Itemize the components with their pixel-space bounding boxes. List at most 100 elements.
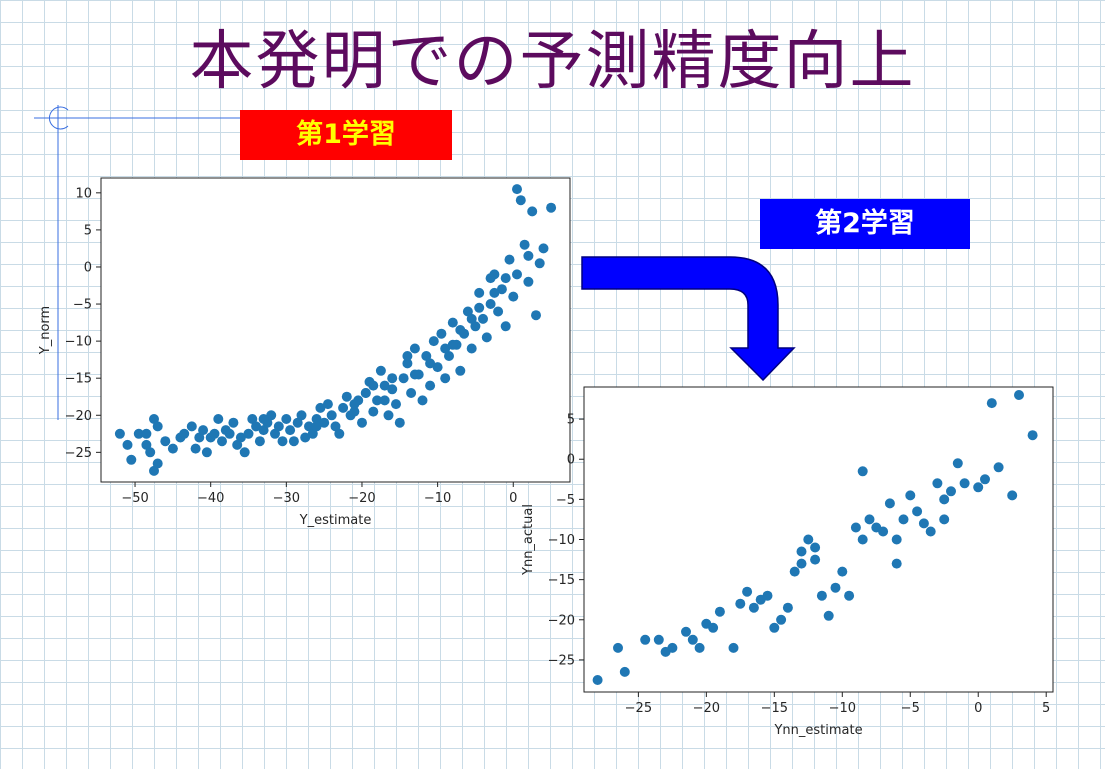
c1-data-point <box>474 302 485 313</box>
c1-data-point <box>387 373 398 384</box>
c1-data-point <box>292 417 303 428</box>
c1-data-point <box>519 239 530 250</box>
c1-y-axis-label: Y_norm <box>38 306 53 355</box>
c1-data-point <box>304 421 314 432</box>
c1-data-point <box>133 428 144 439</box>
c1-data-point <box>496 284 507 295</box>
c2-data-point <box>728 642 739 653</box>
c2-data-point <box>864 514 875 525</box>
c2-data-point <box>1007 490 1018 501</box>
c2-data-point <box>1014 390 1024 400</box>
c1-data-point <box>190 443 201 454</box>
c1-data-point <box>330 421 341 432</box>
c1-data-point <box>357 417 367 428</box>
c1-data-point <box>527 206 538 217</box>
c1-data-point <box>201 447 212 458</box>
c1-data-point <box>149 465 159 476</box>
c1-data-point <box>243 428 254 439</box>
c1-data-point <box>538 243 549 254</box>
c1-data-point <box>531 310 541 321</box>
c1-y-tick-label: −10 <box>65 335 92 350</box>
c2-data-point <box>918 518 929 529</box>
c2-data-point <box>769 622 780 633</box>
c1-data-point <box>122 439 133 450</box>
c2-y-tick-label: −20 <box>548 613 575 628</box>
c1-y-tick-label: −20 <box>65 409 92 424</box>
c2-data-point <box>687 634 698 645</box>
c2-data-point <box>925 526 936 537</box>
c1-data-point <box>428 336 439 347</box>
c1-data-point <box>277 436 288 447</box>
c2-data-point <box>932 478 943 489</box>
c1-data-point <box>152 458 163 469</box>
c1-data-point <box>322 399 333 410</box>
c2-x-tick-label: −20 <box>693 701 720 716</box>
c1-data-point <box>466 343 477 354</box>
c1-data-point <box>504 254 515 265</box>
c1-data-point <box>186 421 197 432</box>
c2-x-tick-label: −15 <box>761 701 788 716</box>
c1-data-point <box>455 365 466 376</box>
c1-data-point <box>319 417 330 428</box>
c1-data-point <box>455 325 466 335</box>
c1-data-point <box>440 343 451 354</box>
c1-data-point <box>228 417 239 428</box>
c1-data-point <box>485 273 496 284</box>
c1-data-point <box>270 428 280 439</box>
c1-data-point <box>485 299 496 309</box>
c1-data-point <box>341 391 352 402</box>
c1-y-tick-label: 5 <box>84 223 92 238</box>
c2-data-point <box>748 602 759 613</box>
c1-data-point <box>300 432 311 443</box>
second-learning-label: 第2学習 <box>760 199 970 249</box>
c1-data-point <box>512 184 522 195</box>
c1-data-point <box>375 365 386 376</box>
c2-y-tick-label: −25 <box>548 653 575 668</box>
first-learning-label: 第1学習 <box>240 110 452 160</box>
c1-plot-frame <box>100 177 571 483</box>
c1-data-point <box>391 399 401 410</box>
c2-x-tick-label: −5 <box>901 701 920 716</box>
c1-data-point <box>145 447 156 458</box>
c2-data-point <box>891 534 902 545</box>
c1-data-point <box>179 428 190 439</box>
c2-data-point <box>640 634 651 645</box>
c1-data-point <box>425 358 436 369</box>
c1-data-point <box>508 291 519 302</box>
c1-x-tick-label: −20 <box>348 491 375 506</box>
c1-data-point <box>462 306 473 317</box>
c1-data-point <box>470 321 481 332</box>
c1-data-point <box>349 399 360 410</box>
page-title: 本発明での予測精度向上 <box>189 25 916 99</box>
c2-data-point <box>939 494 950 505</box>
c2-data-point <box>796 546 807 557</box>
c2-y-tick-label: −10 <box>548 533 575 548</box>
c1-data-point <box>493 306 504 317</box>
c2-data-point <box>884 498 895 509</box>
c2-data-point <box>850 522 861 533</box>
c2-data-point <box>776 614 787 625</box>
cell-crosshair-guide <box>34 105 245 420</box>
c1-data-point <box>141 428 152 439</box>
c2-data-point <box>912 506 923 517</box>
c1-data-point <box>167 443 178 454</box>
c1-data-point <box>360 388 371 398</box>
c1-data-point <box>421 351 432 361</box>
c1-data-point <box>379 380 390 391</box>
c2-data-point <box>796 558 807 569</box>
c2-plot-area <box>584 387 1053 692</box>
c1-data-point <box>474 287 485 298</box>
c1-data-point <box>432 362 443 373</box>
c1-data-point <box>417 395 428 406</box>
c2-data-point <box>898 514 909 525</box>
c1-data-point <box>372 395 383 406</box>
c1-data-point <box>368 406 379 417</box>
c2-data-point <box>803 534 814 545</box>
c1-data-point <box>349 406 360 417</box>
c1-data-point <box>198 425 209 436</box>
c1-x-tick-label: −10 <box>424 491 451 506</box>
c1-data-point <box>402 358 413 369</box>
c1-data-point <box>311 414 322 424</box>
c1-data-point <box>152 421 163 432</box>
c2-x-axis-label: Ynn_estimate <box>773 723 862 738</box>
